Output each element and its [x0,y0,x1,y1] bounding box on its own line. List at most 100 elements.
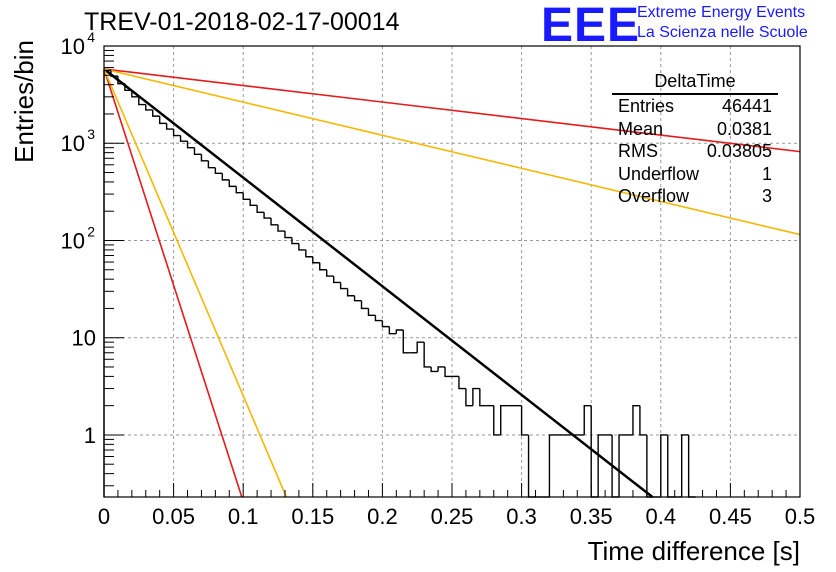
histogram-bin [632,404,640,435]
x-tick-label: 0.15 [291,504,334,529]
x-tick-label: 0.5 [785,504,816,529]
histogram-bin [527,434,536,498]
histogram-bin [235,186,244,194]
histogram-bin [660,434,668,497]
histogram-bin [221,173,230,181]
histogram-bin [583,404,592,435]
y-tick-exponent: 4 [87,29,95,45]
stats-value: 1 [761,163,772,184]
histogram-bin [332,276,341,284]
histogram-bin [402,330,411,354]
x-tick-label: 0.2 [367,504,398,529]
histogram-bin [110,70,118,77]
fit-line [103,68,654,498]
logo-line-2: La Scienza nelle Scuole [637,24,808,41]
stats-label: Entries [618,96,675,116]
histogram-bin [193,147,202,155]
stats-label: Overflow [618,186,690,206]
histogram-bin [395,329,404,334]
stats-label: Mean [618,118,664,139]
stats-row: RMS 0.03805 [612,140,778,163]
y-tick-label: 10 [61,131,85,156]
histogram-bin [152,109,160,117]
histogram-bin [284,231,292,239]
stats-row: Entries 46441 [612,95,778,118]
histogram-bin [319,262,327,271]
histogram-bin [444,366,452,378]
histogram-bin [500,404,508,435]
y-tick-label: 10 [72,326,96,351]
histogram-bin [493,405,501,436]
stats-row: Mean 0.0381 [612,118,778,141]
histogram-bin [458,376,466,390]
histogram-bin [680,434,689,497]
histogram-bin [430,366,439,373]
histogram-bin [263,212,272,219]
stats-value: 3 [761,186,772,206]
histogram-bin [186,141,195,149]
grid-lines [104,46,800,497]
x-tick-label: 0 [98,504,110,529]
x-tick-label: 0.05 [152,504,195,529]
stats-row: Overflow 3 [612,185,778,208]
fit-line [103,68,801,153]
stats-value: 46441 [721,96,772,116]
fit-line [103,68,801,236]
histogram-bin [172,129,181,137]
histogram-bin [646,434,654,498]
histogram-bin [270,218,278,226]
fit-line [103,68,288,498]
histogram-bin [179,135,188,142]
x-axis-label: Time difference [s] [588,536,800,566]
histogram-bin [520,405,529,436]
histogram-bin [472,387,480,406]
histogram-bin [374,315,383,322]
histogram-bin [326,269,334,277]
y-tick-label: 10 [61,34,85,59]
tick-labels: 0 0.05 0.1 0.15 0.2 0.25 0.3 0.35 0.4 0.45 0.5 1 10 1… [61,29,816,529]
stats-value: 0.03805 [706,141,772,161]
histogram-bin [305,249,313,258]
histogram-bin [124,83,132,92]
y-tick-exponent: 3 [87,126,95,142]
y-tick-label: 10 [61,228,85,253]
histogram-bin [360,300,369,310]
y-tick-label: 1 [84,423,96,448]
stats-title: DeltaTime [612,70,778,95]
eee-logo: EEE [541,0,641,52]
histogram-bin [597,434,606,497]
histogram-bin [249,199,258,206]
histogram-bin [548,434,557,497]
histogram-bin [339,282,348,290]
histogram-bin [207,160,216,169]
stats-value: 0.0381 [716,118,772,139]
histogram-bin [228,179,237,188]
histogram-bin [667,434,675,498]
histogram-bin [138,96,146,106]
stats-box: DeltaTime Entries 46441 Mean 0.0381 RMS … [612,70,778,208]
histogram-bin [639,405,647,436]
histogram-bin [479,388,487,407]
x-tick-label: 0.4 [646,504,677,529]
x-tick-label: 0.25 [431,504,474,529]
histogram-bin [256,205,265,213]
histogram-bin [687,434,696,498]
fit-line [103,68,243,498]
histogram-bin [117,76,125,85]
histogram-bin [200,154,209,162]
histogram-bin [291,237,299,245]
y-tick-exponent: 2 [87,223,95,239]
y-axis-label: Entries/bin [9,40,39,163]
histogram-bin [277,224,285,232]
stats-label: RMS [618,141,658,161]
histogram-bin [367,308,376,316]
histogram-bin [214,167,223,175]
logo-line-1: Extreme Energy Events [637,4,806,21]
histogram-bin [423,342,432,368]
histogram-bin [242,192,251,201]
histogram-bin [346,288,355,297]
histogram-bin [381,320,390,328]
x-tick-label: 0.3 [506,504,537,529]
stats-label: Underflow [618,163,700,184]
chart-title: TREV-01-2018-02-17-00014 [84,8,400,36]
